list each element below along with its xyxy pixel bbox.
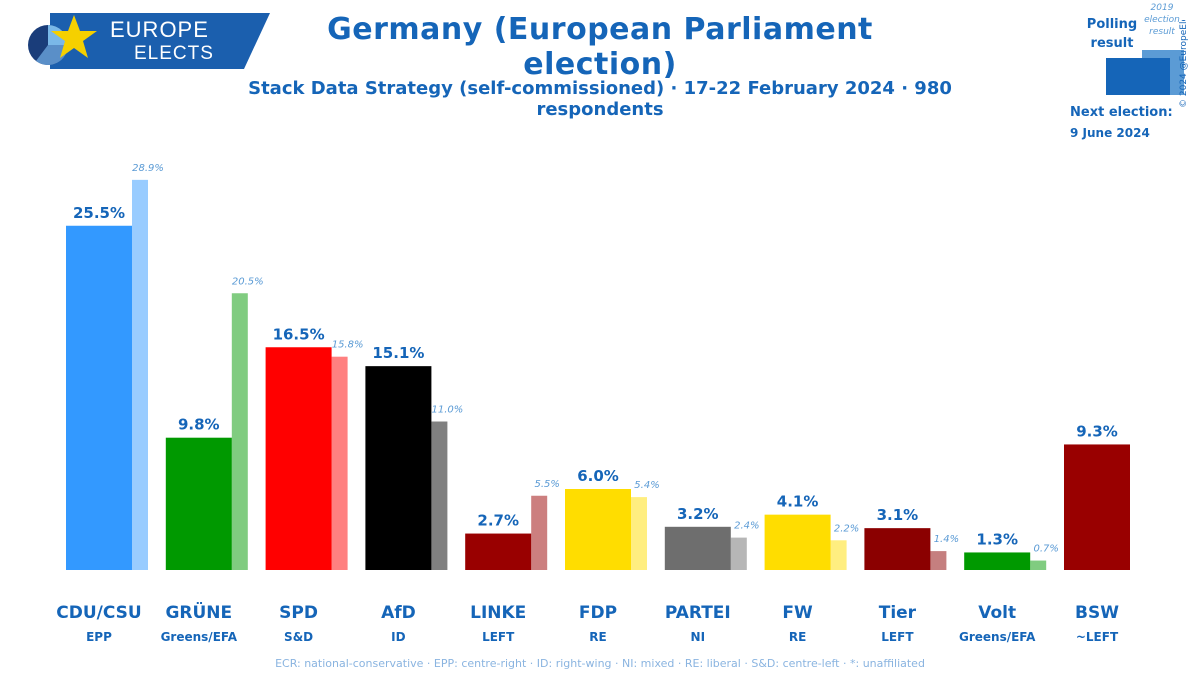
label-previous-spd: 15.8%: [332, 340, 364, 351]
copyright-text: © 2024 @EuropeElects: [1179, 20, 1189, 108]
label-polling-afd: 15.1%: [372, 344, 424, 362]
bar-chart: 28.9% 25.5% CDU/CSU EPP 20.5% 9.8% GRÜNE Greens…: [56, 163, 1130, 644]
label-polling-fw: 4.1%: [777, 493, 819, 511]
group-label-tier: LEFT: [881, 630, 914, 644]
category-label-tier: Tier: [879, 603, 917, 623]
next-election-label: Next election:: [1070, 105, 1173, 120]
label-polling-volt: 1.3%: [976, 530, 1018, 548]
category-label-spd: SPD: [279, 603, 318, 623]
bar-previous-afd: [431, 421, 448, 570]
bar-previous-spd: [331, 356, 348, 570]
legend-swatches: [1106, 50, 1184, 95]
bar-polling-linke: [465, 533, 532, 570]
footnote: ECR: national-conservative · EPP: centre…: [275, 657, 925, 670]
bar-polling-fdp: [565, 489, 631, 570]
chart-subtitle: Stack Data Strategy (self-commissioned) …: [248, 78, 952, 120]
label-polling-gr-ne: 9.8%: [178, 416, 220, 434]
legend-polling-label: Polling result: [1086, 17, 1138, 51]
group-label-afd: ID: [391, 630, 405, 644]
bar-previous-cdu-csu: [132, 179, 148, 570]
bar-previous-fw: [830, 540, 847, 570]
label-previous-linke: 5.5%: [534, 479, 559, 490]
category-label-fdp: FDP: [579, 603, 617, 623]
bar-previous-linke: [531, 495, 548, 570]
group-label-volt: Greens/EFA: [959, 630, 1036, 644]
bar-previous-fdp: [631, 497, 647, 570]
label-previous-cdu-csu: 28.9%: [132, 163, 164, 174]
europe-elects-logo: EUROPE ELECTS: [22, 13, 270, 69]
star-icon: [51, 15, 97, 58]
bar-previous-gr-ne: [231, 293, 248, 570]
next-election-date: 9 June 2024: [1070, 126, 1150, 140]
bar-polling-volt: [964, 552, 1031, 570]
copyright-notice: © 2024 @EuropeElects: [1179, 20, 1189, 108]
group-label-gr-ne: Greens/EFA: [161, 630, 238, 644]
chart-title: Germany (European Parliament election): [327, 12, 873, 82]
logo-text-europe: EUROPE: [110, 17, 209, 42]
logo-banner: [28, 13, 270, 69]
label-polling-spd: 16.5%: [273, 325, 325, 343]
bar-previous-volt: [1030, 560, 1047, 570]
label-polling-bsw: 9.3%: [1076, 422, 1118, 440]
logo-text-elects: ELECTS: [134, 43, 214, 64]
category-label-linke: LINKE: [470, 603, 526, 623]
label-polling-tier: 3.1%: [877, 506, 919, 524]
group-label-spd: S&D: [284, 630, 313, 644]
bar-polling-bsw: [1064, 444, 1130, 570]
legend-polling-swatch: [1106, 58, 1170, 95]
bar-polling-afd: [365, 366, 432, 570]
category-label-cdu-csu: CDU/CSU: [56, 603, 141, 623]
label-previous-gr-ne: 20.5%: [232, 276, 264, 287]
group-label-bsw: ~LEFT: [1076, 630, 1119, 644]
group-label-partei: NI: [691, 630, 706, 644]
bar-previous-tier: [930, 551, 947, 570]
category-label-fw: FW: [782, 603, 813, 623]
category-label-afd: AfD: [381, 603, 416, 623]
bar-polling-tier: [864, 528, 931, 570]
label-polling-cdu-csu: 25.5%: [73, 204, 125, 222]
group-label-fw: RE: [789, 630, 806, 644]
label-previous-partei: 2.4%: [734, 521, 759, 532]
bar-polling-gr-ne: [165, 437, 232, 570]
label-polling-partei: 3.2%: [677, 505, 719, 523]
bar-polling-spd: [265, 347, 332, 570]
legend: Polling result 2019 election result Next…: [1060, 0, 1200, 160]
bar-polling-fw: [764, 514, 831, 570]
label-previous-volt: 0.7%: [1033, 544, 1058, 555]
label-polling-linke: 2.7%: [477, 512, 519, 530]
group-label-linke: LEFT: [482, 630, 515, 644]
label-previous-fdp: 5.4%: [634, 480, 659, 491]
category-label-bsw: BSW: [1075, 603, 1119, 623]
bar-polling-partei: [664, 526, 731, 570]
bar-previous-partei: [730, 537, 747, 570]
category-label-partei: PARTEI: [665, 603, 731, 623]
legend-previous-label: 2019 election result: [1144, 3, 1180, 37]
label-previous-fw: 2.2%: [834, 523, 859, 534]
label-previous-afd: 11.0%: [432, 405, 464, 416]
category-label-volt: Volt: [978, 603, 1016, 623]
group-label-fdp: RE: [589, 630, 606, 644]
label-polling-fdp: 6.0%: [577, 467, 619, 485]
bar-polling-cdu-csu: [66, 225, 132, 570]
category-label-gr-ne: GRÜNE: [165, 601, 232, 623]
label-previous-tier: 1.4%: [934, 534, 959, 545]
group-label-cdu-csu: EPP: [86, 630, 112, 644]
bars-layer: 28.9% 25.5% CDU/CSU EPP 20.5% 9.8% GRÜNE Greens…: [56, 163, 1130, 644]
